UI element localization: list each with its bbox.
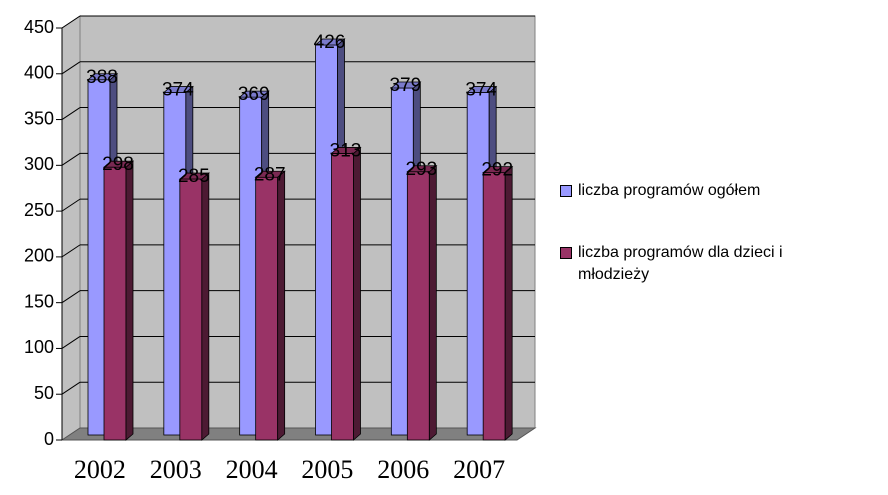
y-tick-label: 450 [24,17,54,37]
side-wall [61,15,81,441]
data-label: 298 [102,154,134,175]
bar [331,153,354,441]
bar-top [330,147,362,154]
x-tick-label: 2005 [301,455,353,484]
bar-top [466,86,498,93]
bar [406,171,430,441]
grid-line [61,198,81,212]
grid-line [61,107,81,120]
bar [255,176,279,441]
bar-side [428,164,437,441]
bar [482,172,506,441]
x-tick-label: 2004 [226,455,278,484]
x-tick-label: 2003 [150,455,202,484]
legend-item: liczba programów dla dzieci i młodzieży [560,242,850,286]
data-label: 313 [330,140,362,161]
grid-line [61,152,81,166]
grid-line [61,381,81,395]
back-wall [79,15,536,429]
bar-top [482,166,514,174]
y-tick-label: 50 [34,383,54,403]
y-tick-label: 200 [24,246,54,266]
bar-top [162,86,194,93]
bar-top [102,160,135,168]
bar-top [390,81,422,89]
grid-line [61,61,81,75]
bar-top [406,165,438,173]
legend-item: liczba programów ogółem [560,180,850,202]
bar-top [238,90,270,98]
data-label: 374 [162,80,194,101]
x-tick-label: 2006 [377,455,429,484]
y-tick-label: 400 [24,63,54,83]
bar-side [353,146,361,441]
bar [179,178,203,441]
y-tick-label: 300 [24,154,54,174]
legend-label: liczba programów dla dzieci i młodzieży [578,244,783,283]
bar [103,166,127,441]
data-label: 285 [178,166,210,187]
bar-side [504,165,513,441]
legend-swatch [560,185,572,197]
y-tick-label: 250 [24,200,54,220]
data-label: 292 [481,160,513,181]
y-tick-label: 350 [24,108,54,128]
grid-line [61,336,81,349]
y-tick-label: 0 [44,429,54,449]
grid-line [61,290,81,304]
grid-line [61,244,81,258]
data-label: 374 [465,80,497,101]
data-label: 426 [314,32,346,53]
bar-top [314,38,346,46]
legend: liczba programów ogółem liczba programów … [560,180,850,326]
y-tick-label: 100 [24,337,54,357]
data-label: 379 [389,75,421,96]
legend-swatch [560,247,572,259]
x-tick-label: 2007 [453,455,505,484]
grid-line [61,15,81,29]
x-tick-label: 2002 [74,455,126,484]
data-label: 293 [405,159,437,180]
legend-label: liczba programów ogółem [578,182,761,199]
bar-top [86,73,119,81]
bar-side [201,172,210,441]
bar-top [254,170,286,178]
bar-top [178,172,210,180]
data-label: 388 [86,67,118,88]
bar-side [277,170,286,441]
y-tick-label: 150 [24,291,54,311]
data-label: 369 [238,84,270,105]
data-label: 287 [254,164,286,185]
bar-side [125,160,134,441]
